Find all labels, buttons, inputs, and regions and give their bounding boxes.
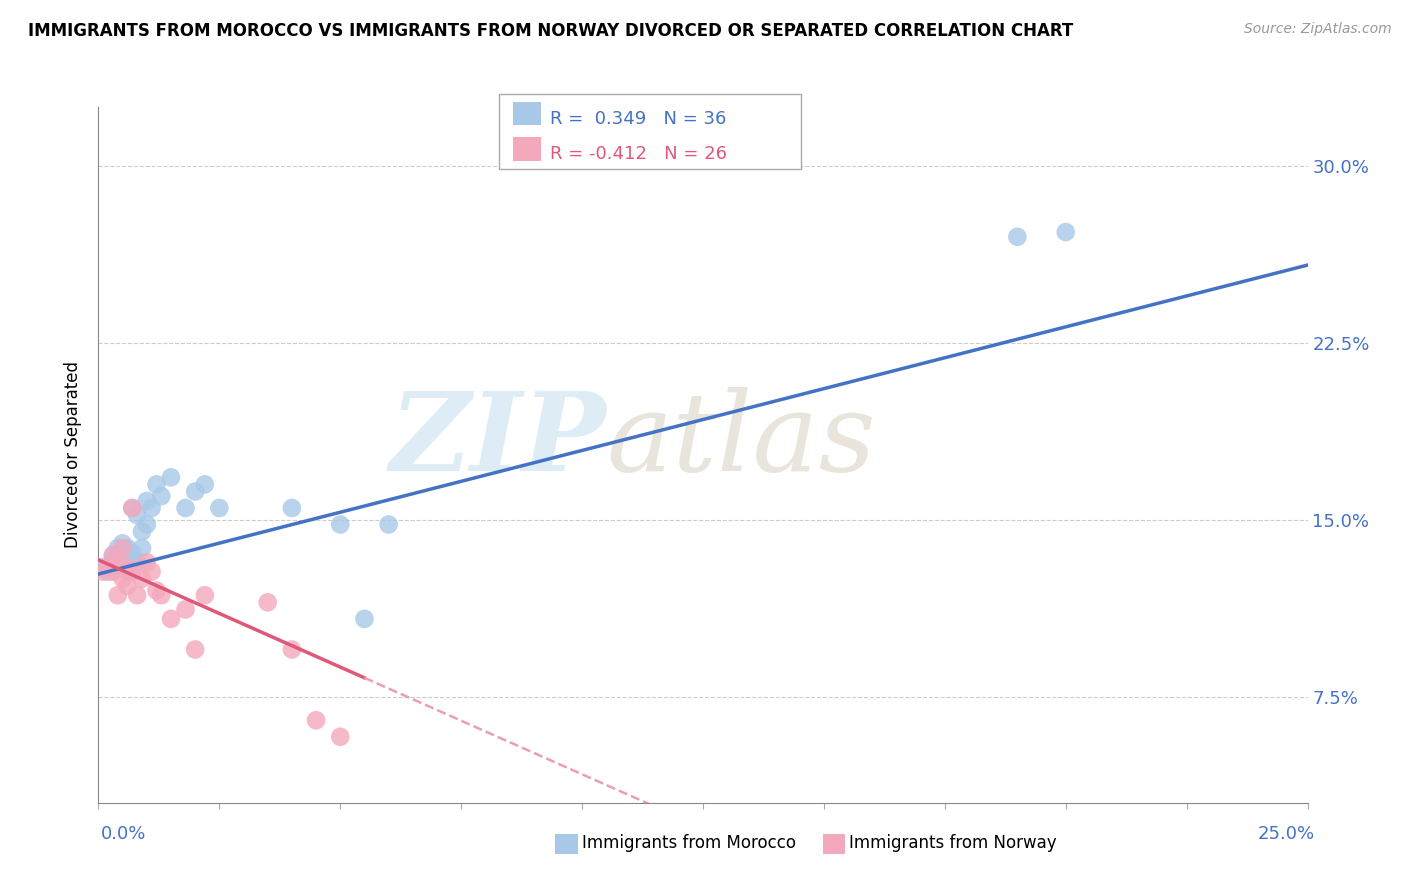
Point (127, 555, 149, 569)
Point (107, 588, 129, 602)
Point (117, 560, 139, 574)
Point (121, 500, 143, 515)
Point (111, 572, 134, 586)
Point (127, 508, 149, 522)
Y-axis label: Divorced or Separated: Divorced or Separated (65, 361, 83, 549)
Text: R = -0.412   N = 26: R = -0.412 N = 26 (550, 145, 727, 163)
Point (127, 588, 149, 602)
Point (121, 553, 143, 567)
Point (160, 470, 183, 484)
Point (107, 555, 129, 569)
Point (1007, 229, 1029, 244)
Point (377, 517, 399, 532)
Point (111, 536, 134, 550)
Point (91, 565, 114, 579)
Point (256, 595, 278, 609)
Point (208, 500, 231, 515)
Point (281, 642, 304, 657)
Point (107, 541, 129, 555)
Point (329, 517, 352, 532)
Point (117, 579, 139, 593)
Text: R =  0.349   N = 36: R = 0.349 N = 36 (550, 110, 725, 128)
Text: Immigrants from Morocco: Immigrants from Morocco (582, 834, 796, 852)
Point (91, 560, 114, 574)
Point (145, 583, 167, 598)
Point (97, 565, 120, 579)
Point (97, 560, 120, 574)
Point (141, 565, 163, 579)
Point (135, 494, 157, 508)
Point (101, 548, 124, 562)
Point (194, 477, 217, 491)
Point (121, 565, 143, 579)
Point (111, 555, 134, 569)
Point (174, 602, 197, 616)
Point (131, 524, 153, 539)
Point (107, 546, 129, 560)
Point (117, 541, 139, 555)
Point (131, 572, 153, 586)
Text: atlas: atlas (606, 387, 876, 495)
Point (145, 477, 167, 491)
Point (1054, 225, 1077, 239)
Point (184, 484, 207, 499)
Point (184, 642, 207, 657)
Text: IMMIGRANTS FROM MOROCCO VS IMMIGRANTS FROM NORWAY DIVORCED OR SEPARATED CORRELAT: IMMIGRANTS FROM MOROCCO VS IMMIGRANTS FR… (28, 22, 1073, 40)
Point (107, 555, 129, 569)
Point (111, 541, 134, 555)
Point (150, 489, 173, 503)
Point (329, 730, 352, 744)
Point (135, 555, 157, 569)
Point (141, 500, 163, 515)
Text: Immigrants from Norway: Immigrants from Norway (849, 834, 1057, 852)
Point (101, 565, 124, 579)
Point (101, 553, 124, 567)
Point (135, 517, 157, 532)
Point (194, 588, 217, 602)
Point (353, 612, 375, 626)
Point (117, 548, 139, 562)
Point (160, 612, 183, 626)
Point (174, 500, 197, 515)
Point (305, 713, 328, 727)
Text: ZIP: ZIP (389, 387, 606, 495)
Point (150, 588, 173, 602)
Point (121, 500, 143, 515)
Text: 25.0%: 25.0% (1257, 825, 1315, 843)
Point (131, 541, 153, 555)
Text: 0.0%: 0.0% (101, 825, 146, 843)
Point (117, 565, 139, 579)
Text: Source: ZipAtlas.com: Source: ZipAtlas.com (1244, 22, 1392, 37)
Point (111, 560, 134, 574)
Point (101, 548, 124, 562)
Point (121, 546, 143, 560)
Point (281, 500, 304, 515)
